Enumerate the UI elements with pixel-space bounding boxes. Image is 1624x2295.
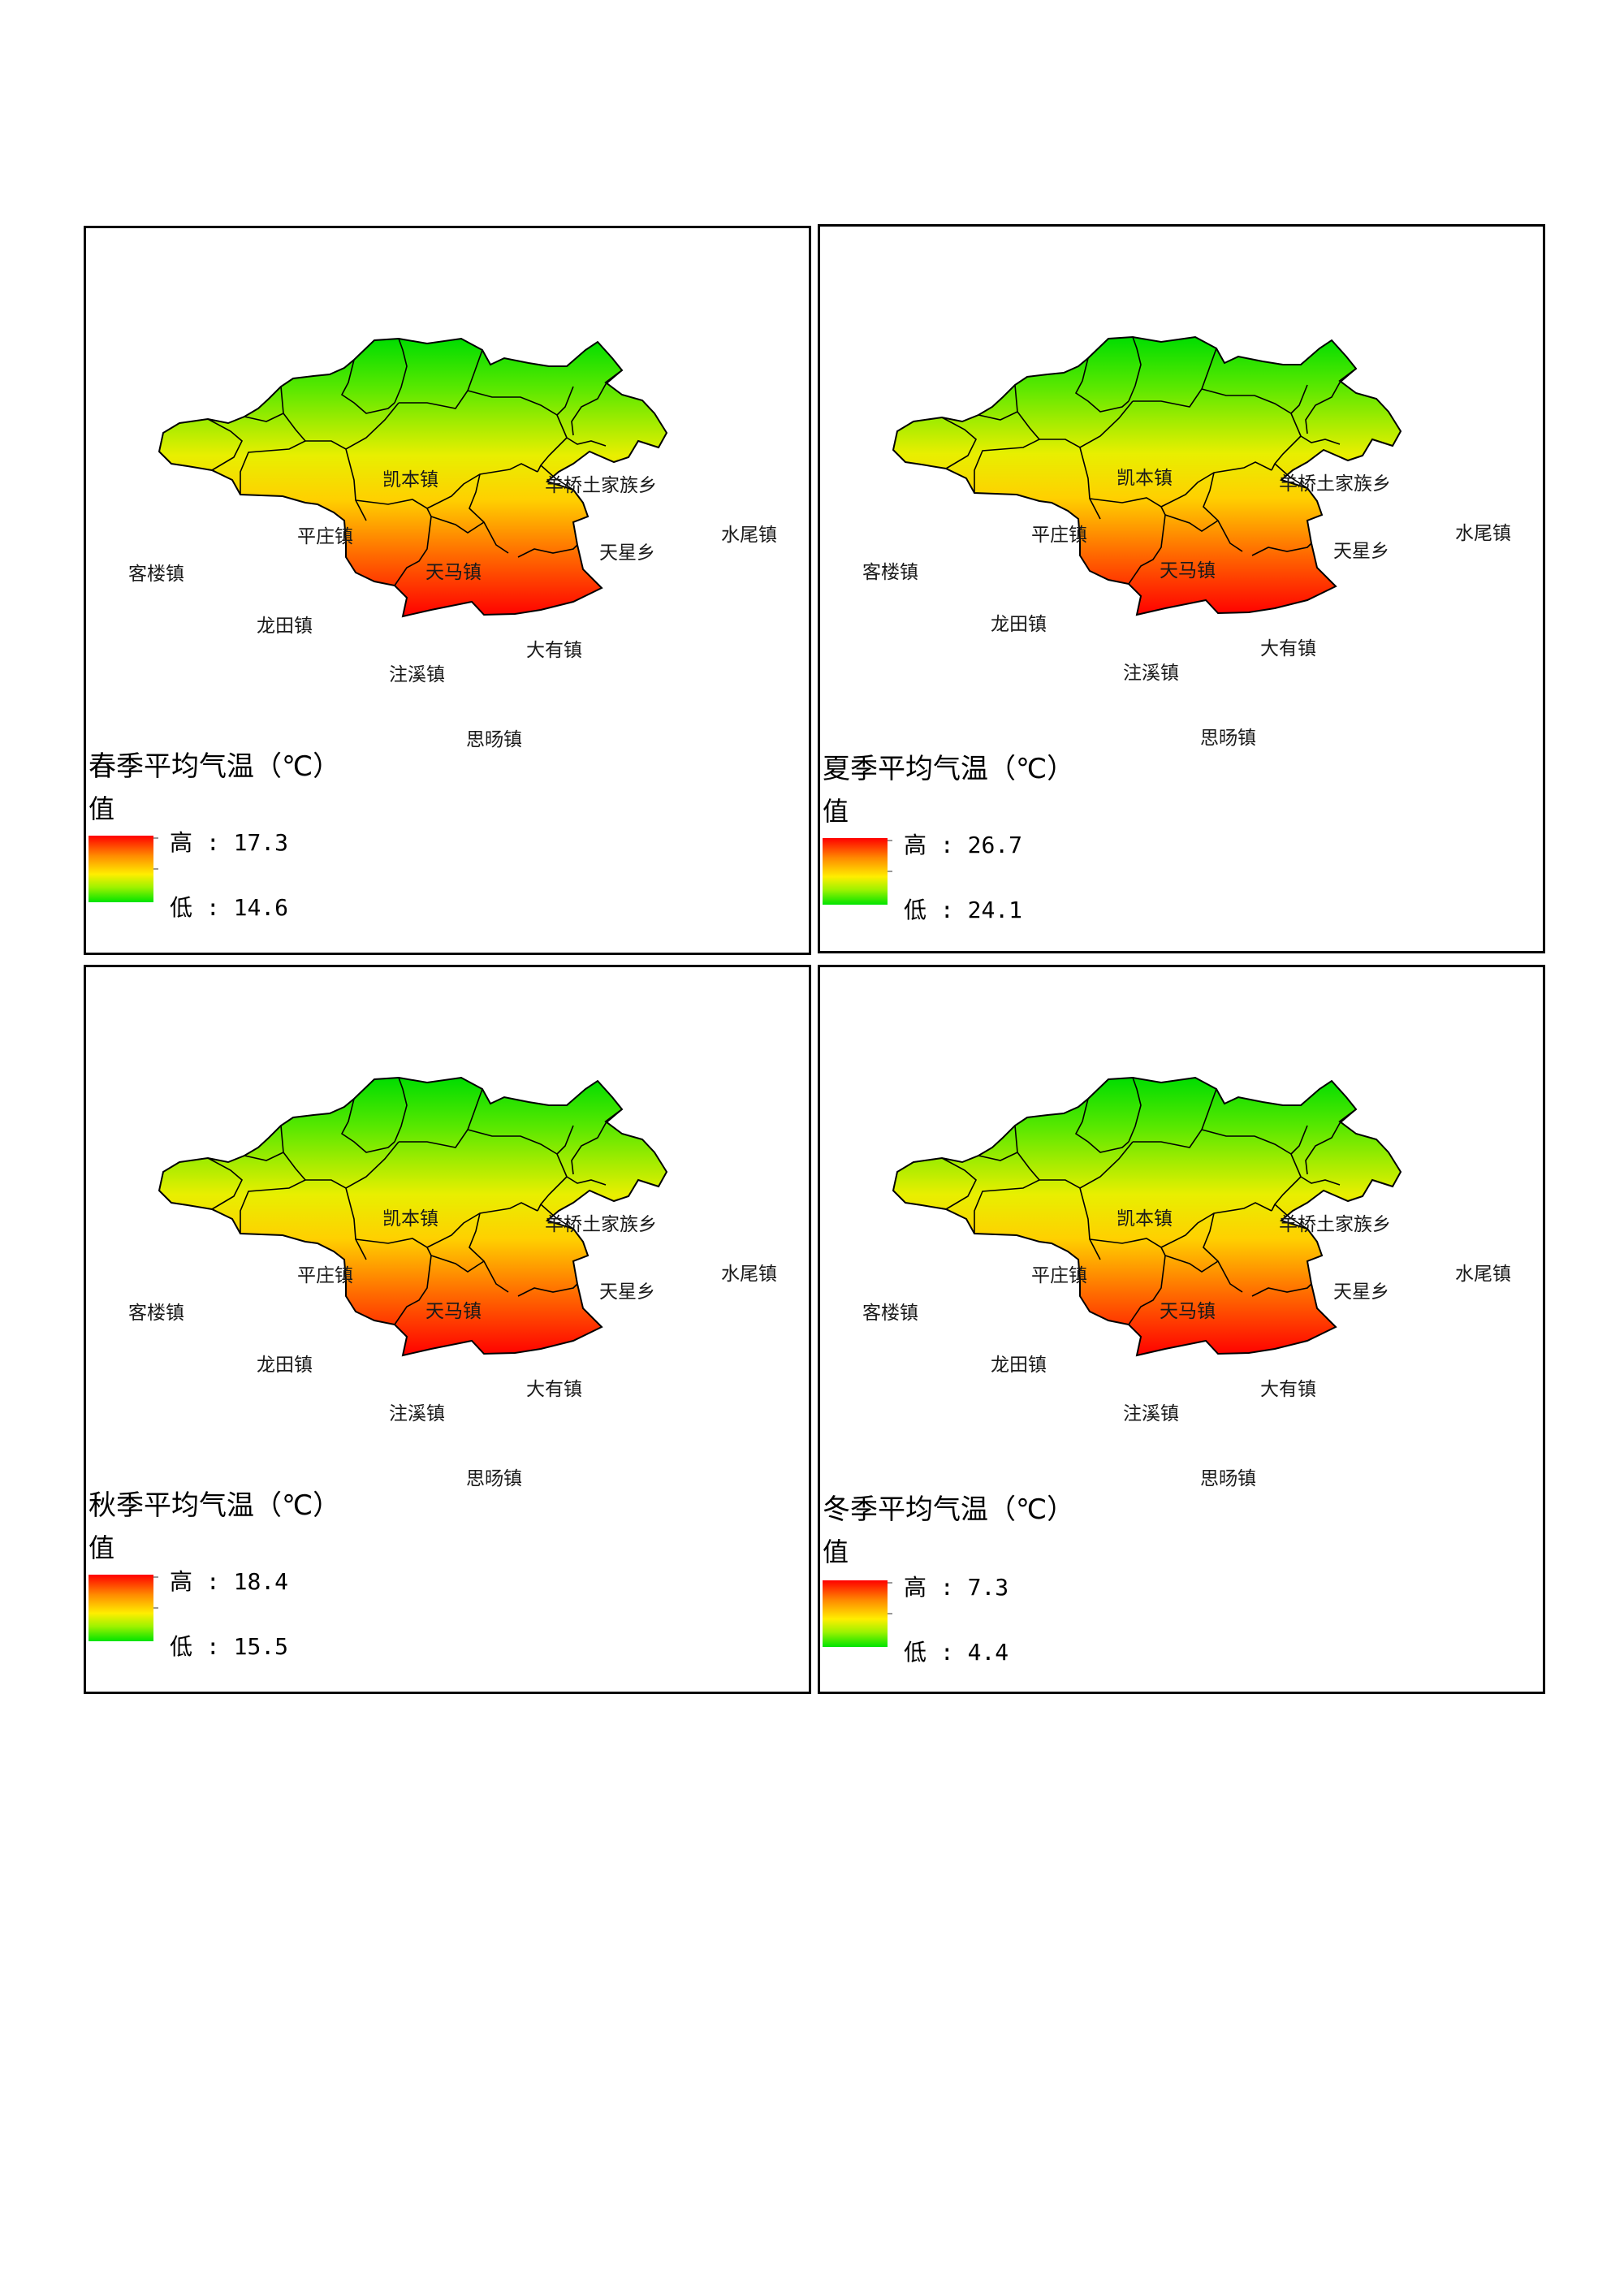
legend-title: 夏季平均气温（℃） <box>823 753 1075 785</box>
color-ramp <box>89 1575 153 1641</box>
legend-low: 低 : 24.1 <box>904 897 1023 923</box>
map-panel-summer: 夏季平均气温（℃） 值 高 : 26.7 低 : 24.1 <box>818 224 1545 953</box>
map-panel-spring: 春季平均气温（℃） 值 高 : 17.3 低 : 14.6 <box>84 226 811 955</box>
legend-title: 冬季平均气温（℃） <box>823 1493 1075 1526</box>
color-ramp <box>823 1580 888 1647</box>
color-ramp <box>823 838 888 905</box>
legend-value-label: 值 <box>823 796 849 827</box>
legend-value-label: 值 <box>89 1532 115 1563</box>
legend-high: 高 : 18.4 <box>170 1568 289 1595</box>
legend-value-label: 值 <box>823 1536 849 1567</box>
legend-high: 高 : 26.7 <box>904 832 1023 858</box>
map-panel-autumn: 秋季平均气温（℃） 值 高 : 18.4 低 : 15.5 <box>84 965 811 1694</box>
legend-title: 春季平均气温（℃） <box>89 750 341 783</box>
map-panel-winter: 冬季平均气温（℃） 值 高 : 7.3 低 : 4.4 <box>818 965 1545 1694</box>
legend-title: 秋季平均气温（℃） <box>89 1489 341 1522</box>
legend-low: 低 : 14.6 <box>170 894 289 921</box>
legend-low: 低 : 4.4 <box>904 1639 1009 1666</box>
legend-low: 低 : 15.5 <box>170 1633 289 1660</box>
legend-value-label: 值 <box>89 793 115 824</box>
legend-high: 高 : 7.3 <box>904 1574 1009 1601</box>
color-ramp <box>89 836 153 902</box>
legend-high: 高 : 17.3 <box>170 829 289 856</box>
